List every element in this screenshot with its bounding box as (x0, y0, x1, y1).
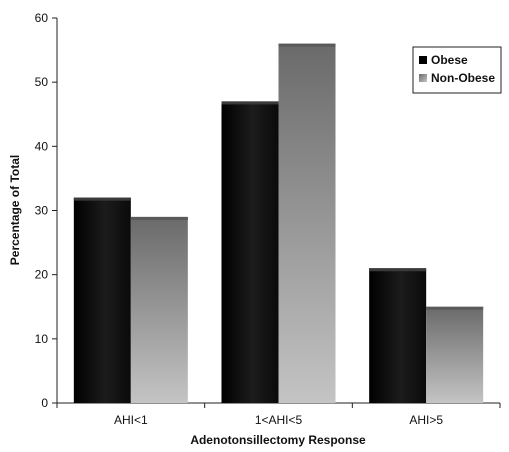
y-axis-title: Percentage of Total (8, 155, 22, 265)
y-tick-label: 0 (41, 396, 48, 410)
legend: Obese Non-Obese (412, 46, 502, 94)
bar-obese (369, 268, 427, 403)
y-tick-label: 30 (35, 204, 49, 218)
x-axis-title: Adenotonsillectomy Response (190, 433, 366, 447)
x-tick-label: 1<AHI<5 (255, 413, 303, 427)
bars (73, 43, 484, 404)
y-tick-label: 10 (35, 332, 49, 346)
bar-top-bevel (221, 101, 279, 105)
x-tick-label: AHI>5 (409, 413, 443, 427)
bar-obese (73, 197, 131, 403)
x-ticks: AHI<1 1<AHI<5 AHI>5 (56, 403, 501, 427)
y-tick-label: 20 (35, 268, 49, 282)
y-tick-label: 50 (35, 75, 49, 89)
legend-box (412, 46, 502, 94)
legend-swatch-non-obese (419, 74, 427, 82)
legend-label-non-obese: Non-Obese (431, 71, 495, 85)
y-ticks: 0 10 20 30 40 50 60 (35, 11, 57, 410)
legend-label-obese: Obese (431, 53, 468, 67)
y-tick-label: 40 (35, 139, 49, 153)
bar-top-bevel (426, 306, 484, 310)
bar-top-bevel (73, 197, 131, 201)
bar-top-bevel (369, 268, 427, 272)
y-tick-label: 60 (35, 11, 49, 25)
bar-top-bevel (278, 43, 336, 47)
bar-non-obese (278, 43, 336, 404)
x-tick-label: AHI<1 (114, 413, 148, 427)
bar-non-obese (130, 216, 188, 403)
legend-swatch-obese (419, 56, 427, 64)
bar-obese (221, 101, 279, 404)
bar-non-obese (426, 306, 484, 403)
bar-top-bevel (130, 216, 188, 220)
